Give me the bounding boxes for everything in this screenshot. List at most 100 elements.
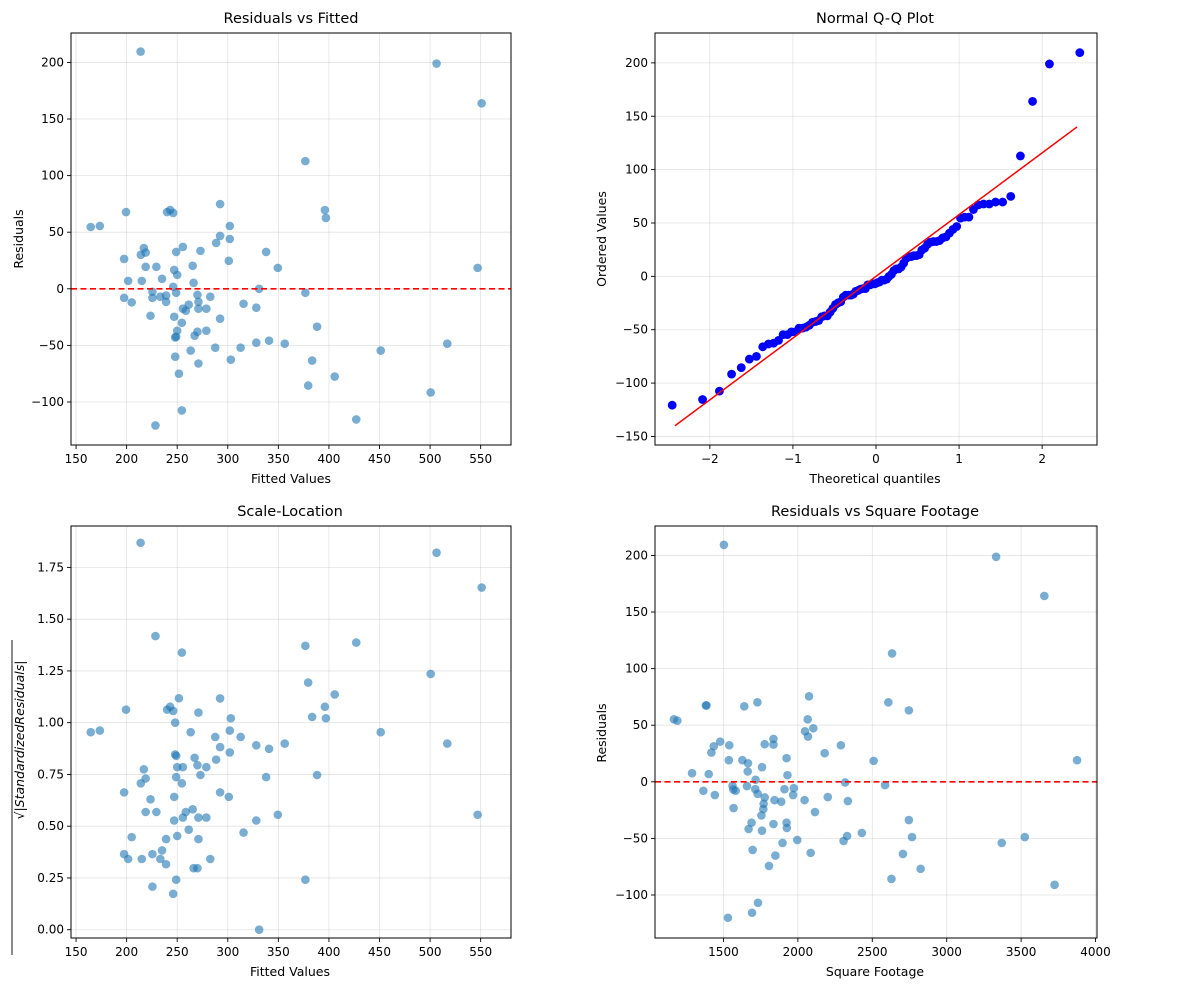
data-point — [252, 338, 261, 347]
data-point — [181, 807, 191, 817]
data-point — [254, 284, 264, 294]
axes-frame — [654, 525, 1098, 939]
chart-title: Scale-Location — [237, 504, 343, 520]
data-point — [699, 786, 708, 796]
data-point — [432, 548, 441, 557]
data-point — [171, 772, 181, 782]
data-point — [189, 278, 198, 288]
qq-fit-line — [674, 126, 1078, 427]
data-point — [184, 300, 194, 309]
data-point — [152, 807, 161, 817]
data-point — [301, 641, 310, 651]
data-point — [236, 343, 245, 352]
qq-point — [744, 354, 754, 364]
data-point — [119, 254, 129, 264]
data-point — [836, 740, 846, 750]
x-tick-label: 500 — [419, 945, 442, 959]
axes-frame — [70, 32, 512, 446]
data-point — [731, 786, 740, 796]
y-tick-label: 50 — [633, 718, 648, 732]
data-point — [211, 238, 221, 248]
y-tick-label: 1.25 — [37, 664, 64, 678]
chart-title: Residuals vs Fitted — [224, 11, 359, 27]
x-tick-label: 250 — [166, 945, 189, 959]
data-point — [751, 775, 760, 785]
data-point — [202, 813, 211, 822]
qq-point — [736, 363, 746, 373]
data-point — [1050, 880, 1059, 890]
data-point — [771, 851, 780, 860]
data-point — [723, 913, 733, 923]
y-tick-label: 0.50 — [37, 819, 64, 833]
data-point — [264, 336, 274, 345]
data-point — [148, 849, 157, 859]
qq-point — [1006, 192, 1016, 201]
data-point — [193, 327, 202, 337]
x-tick-label: 550 — [469, 945, 492, 959]
panel-scale-location: Scale-Location Fitted Values √|Standardi… — [11, 504, 512, 979]
data-point — [753, 698, 762, 707]
data-point — [95, 726, 105, 735]
data-point — [210, 732, 220, 742]
data-point — [121, 705, 131, 714]
data-point — [239, 828, 248, 837]
data-point — [225, 234, 235, 244]
data-point — [757, 762, 767, 772]
x-tick-label: 400 — [317, 452, 340, 466]
qq-point — [698, 395, 707, 404]
data-point — [743, 767, 753, 776]
data-point — [803, 715, 812, 724]
data-point — [174, 369, 184, 378]
data-point — [898, 849, 908, 859]
qq-point — [1075, 48, 1085, 58]
data-point — [136, 47, 145, 56]
data-point — [704, 769, 714, 779]
x-axis-label: Theoretical quantiles — [808, 471, 940, 486]
data-point — [823, 792, 833, 802]
data-point — [473, 263, 482, 273]
data-point — [215, 199, 225, 209]
data-point — [136, 538, 145, 548]
data-point — [157, 274, 167, 284]
data-point — [477, 98, 486, 108]
data-point — [215, 788, 225, 797]
data-point — [301, 288, 310, 298]
data-point — [161, 834, 171, 844]
x-tick-label: 550 — [469, 452, 492, 466]
x-tick-label: 3500 — [1006, 945, 1037, 959]
data-point — [991, 552, 1001, 562]
y-tick-label: −50 — [623, 323, 648, 337]
data-point — [748, 845, 757, 855]
data-point — [252, 741, 261, 750]
data-point — [719, 540, 729, 550]
data-point — [757, 811, 766, 820]
data-point — [301, 875, 310, 885]
data-point — [997, 838, 1007, 848]
y-tick-label: −100 — [31, 395, 64, 409]
data-point — [239, 299, 248, 309]
data-point — [161, 297, 171, 307]
data-point — [86, 222, 96, 232]
data-point — [169, 312, 179, 322]
data-point — [178, 242, 188, 252]
data-point — [119, 293, 129, 303]
panel-residuals-vs-sqft: Residuals vs Square Footage Square Foota… — [594, 504, 1111, 979]
y-tick-label: −50 — [39, 338, 64, 352]
data-point — [161, 291, 171, 300]
data-point — [273, 810, 283, 820]
data-point — [141, 262, 150, 272]
y-tick-label: 150 — [41, 112, 64, 126]
data-point — [194, 359, 203, 368]
data-point — [321, 713, 331, 723]
x-tick-label: 400 — [317, 945, 340, 959]
data-point — [225, 748, 235, 757]
qq-point — [715, 386, 724, 396]
data-point — [303, 678, 313, 687]
data-point — [151, 631, 160, 641]
x-tick-label: 150 — [65, 945, 88, 959]
data-point — [156, 854, 165, 864]
data-point — [252, 303, 261, 313]
data-point — [171, 332, 181, 341]
y-tick-label: 150 — [625, 109, 648, 123]
